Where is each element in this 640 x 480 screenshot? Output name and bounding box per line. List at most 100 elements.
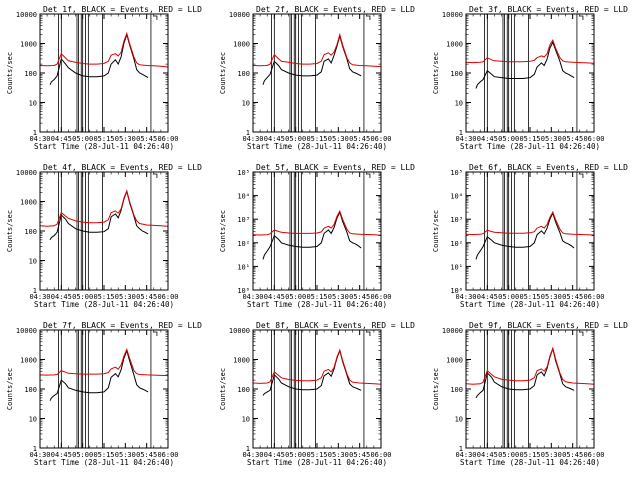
y-tick-label: 10000 [442, 327, 463, 335]
x-tick-label: 05:45 [136, 135, 157, 143]
x-tick-label: 06:00 [370, 293, 391, 301]
x-tick-label: 05:15 [519, 293, 540, 301]
plot-frame [39, 329, 169, 449]
x-tick-label: 05:45 [136, 293, 157, 301]
x-tick-label: 06:00 [583, 135, 604, 143]
x-tick-label: 06:00 [583, 451, 604, 459]
y-tick-label: 1 [33, 445, 37, 453]
series-line-lld [39, 31, 169, 68]
y-tick-label: 10⁵ [450, 169, 463, 177]
y-axis-label: Counts/sec [432, 210, 440, 252]
x-tick-label: 05:15 [306, 451, 327, 459]
chart-title: Det 5f, BLACK = Events, RED = LLD [256, 163, 415, 172]
chart-title: Det 2f, BLACK = Events, RED = LLD [256, 5, 415, 14]
series-line-lld [465, 346, 595, 385]
x-tick-label: 05:30 [541, 451, 562, 459]
x-tick-label: 06:00 [157, 135, 178, 143]
x-tick-label: 05:00 [498, 135, 519, 143]
y-tick-label: 10000 [16, 169, 37, 177]
x-tick-label: 05:00 [285, 451, 306, 459]
x-tick-label: 04:30 [29, 451, 50, 459]
x-tick-label: 05:00 [72, 135, 93, 143]
y-tick-label: 1 [33, 287, 37, 295]
x-tick-label: 05:00 [72, 293, 93, 301]
bracket-mark [365, 173, 371, 178]
x-axis-label: Start Time (28-Jul-11 04:26:40) [460, 300, 600, 309]
x-tick-label: 05:00 [285, 135, 306, 143]
x-axis-label: Start Time (28-Jul-11 04:26:40) [247, 300, 387, 309]
x-tick-label: 05:45 [136, 451, 157, 459]
x-tick-label: 05:30 [115, 293, 136, 301]
x-axis-label: Start Time (28-Jul-11 04:26:40) [460, 458, 600, 467]
x-tick-label: 04:30 [29, 293, 50, 301]
y-tick-label: 1 [246, 129, 250, 137]
plot-frame [252, 329, 382, 449]
y-tick-label: 10 [242, 416, 250, 424]
x-tick-label: 04:45 [264, 293, 285, 301]
chart-title: Det 3f, BLACK = Events, RED = LLD [469, 5, 628, 14]
x-tick-label: 05:00 [498, 451, 519, 459]
y-tick-label: 10² [450, 240, 463, 248]
x-tick-label: 05:30 [328, 293, 349, 301]
series-line-events [475, 41, 575, 89]
series-line-events [475, 346, 575, 399]
x-axis-label: Start Time (28-Jul-11 04:26:40) [34, 458, 174, 467]
y-tick-label: 10⁰ [450, 287, 463, 295]
y-tick-label: 1 [459, 129, 463, 137]
x-tick-label: 05:15 [93, 451, 114, 459]
y-tick-label: 1000 [446, 41, 463, 49]
x-tick-label: 05:00 [72, 451, 93, 459]
series-line-events [475, 211, 575, 260]
bracket-mark [578, 173, 584, 178]
series-line-lld [252, 209, 382, 236]
series-line-lld [252, 348, 382, 385]
chart-panel-7: Det 7f, BLACK = Events, RED = LLD Counts/… [6, 321, 202, 467]
chart-title: Det 9f, BLACK = Events, RED = LLD [469, 321, 628, 330]
x-axis-label: Start Time (28-Jul-11 04:26:40) [34, 142, 174, 151]
series-line-lld [252, 32, 382, 68]
y-tick-label: 10 [242, 100, 250, 108]
x-tick-label: 05:00 [285, 293, 306, 301]
y-tick-label: 10 [455, 100, 463, 108]
x-tick-label: 04:30 [242, 451, 263, 459]
plot-frame [465, 329, 595, 449]
x-tick-label: 04:45 [51, 451, 72, 459]
plot-frame [39, 171, 169, 291]
x-tick-label: 05:30 [328, 451, 349, 459]
y-tick-label: 1 [459, 445, 463, 453]
x-tick-label: 04:30 [455, 293, 476, 301]
x-tick-label: 05:30 [328, 135, 349, 143]
y-tick-label: 10 [29, 416, 37, 424]
chart-panel-8: Det 8f, BLACK = Events, RED = LLD Counts/… [219, 321, 415, 467]
series-line-lld [39, 347, 169, 377]
x-tick-label: 06:00 [370, 135, 391, 143]
bracket-mark [365, 15, 371, 20]
x-tick-label: 05:45 [349, 451, 370, 459]
x-tick-label: 04:30 [455, 451, 476, 459]
chart-panel-2: Det 2f, BLACK = Events, RED = LLD Counts/… [219, 5, 415, 151]
chart-panel-4: Det 4f, BLACK = Events, RED = LLD Counts/… [6, 163, 202, 309]
y-axis-label: Counts/sec [6, 52, 14, 94]
y-tick-label: 1000 [233, 41, 250, 49]
series-line-events [49, 32, 149, 85]
x-tick-label: 04:30 [29, 135, 50, 143]
bracket-mark [365, 331, 371, 336]
y-tick-label: 1000 [233, 357, 250, 365]
x-tick-label: 04:45 [264, 135, 285, 143]
bracket-mark [578, 15, 584, 20]
y-tick-label: 10000 [442, 11, 463, 19]
x-tick-label: 06:00 [157, 451, 178, 459]
y-tick-label: 1 [33, 129, 37, 137]
y-tick-label: 10 [29, 100, 37, 108]
bracket-mark [578, 331, 584, 336]
series-line-lld [39, 189, 169, 227]
x-tick-label: 05:30 [115, 135, 136, 143]
y-tick-label: 100 [237, 70, 250, 78]
series-line-events [262, 210, 362, 260]
plot-frame [252, 171, 382, 291]
y-tick-label: 1000 [20, 199, 37, 207]
x-tick-label: 04:45 [51, 135, 72, 143]
x-tick-label: 05:00 [498, 293, 519, 301]
chart-panel-9: Det 9f, BLACK = Events, RED = LLD Counts/… [432, 321, 628, 467]
